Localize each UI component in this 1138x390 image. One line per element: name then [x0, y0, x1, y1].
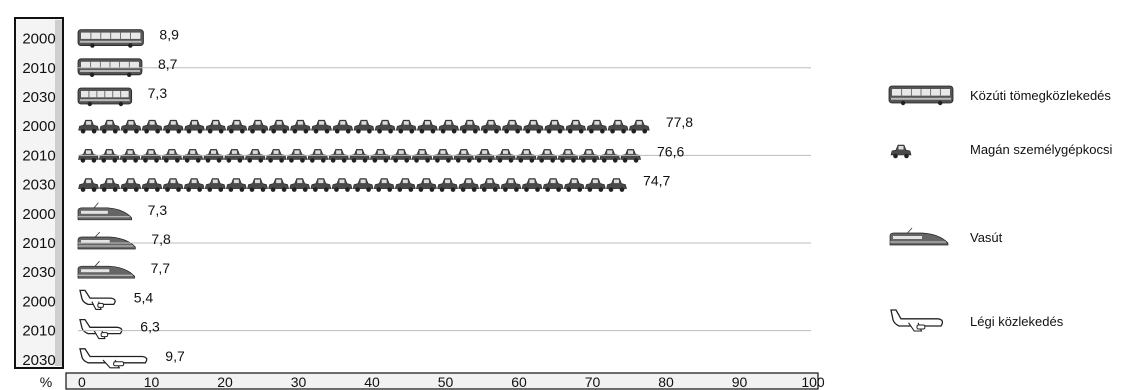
value-label: 8,7 — [158, 56, 178, 72]
year-label: 2010 — [22, 323, 55, 340]
year-label: 2010 — [22, 235, 55, 252]
bar-plane-2030 — [79, 348, 148, 369]
year-label: 2000 — [22, 206, 55, 223]
value-label: 7,3 — [148, 202, 168, 218]
legend-label: Légi közlekedés — [970, 314, 1064, 329]
legend-label: Közúti tömegközlekedés — [970, 88, 1111, 103]
value-label: 7,8 — [151, 231, 171, 247]
year-label: 2030 — [22, 177, 55, 194]
year-label: 2010 — [22, 60, 55, 77]
value-label: 5,4 — [134, 289, 154, 305]
bar-train-2010 — [77, 231, 136, 250]
year-label: 2000 — [22, 31, 55, 48]
axis-unit-label: % — [40, 374, 52, 390]
x-tick-label: 40 — [364, 374, 380, 390]
legend-item-plane: Légi közlekedés — [890, 309, 1064, 332]
legend-item-train: Vasút — [889, 227, 1003, 246]
bar-bus-2030 — [77, 87, 133, 107]
value-label: 74,7 — [643, 173, 670, 189]
bar-plane-2000 — [79, 289, 116, 310]
value-label: 8,9 — [159, 27, 179, 43]
legend-item-bus: Közúti tömegközlekedés — [888, 85, 1111, 106]
x-tick-label: 20 — [217, 374, 233, 390]
bar-bus-2000 — [77, 29, 144, 48]
year-label: 2030 — [22, 264, 55, 281]
year-label: 2000 — [22, 118, 55, 135]
x-tick-label: 10 — [144, 374, 160, 390]
bar-plane-2010 — [79, 318, 123, 340]
legend-label: Magán személygépkocsi — [970, 142, 1112, 157]
x-axis-box — [65, 372, 819, 390]
car-icon — [890, 144, 912, 159]
x-tick-label: 60 — [511, 374, 527, 390]
x-tick-label: 100 — [801, 374, 825, 390]
value-label: 6,3 — [140, 319, 160, 335]
year-column-shade — [55, 20, 62, 366]
year-label: 2030 — [22, 352, 55, 369]
bar-car-2030 — [78, 178, 627, 192]
bar-bus-2010 — [77, 58, 143, 78]
legend-item-car: Magán személygépkocsi — [890, 142, 1112, 159]
legend-label: Vasút — [970, 230, 1003, 245]
x-tick-label: 90 — [732, 374, 748, 390]
x-tick-label: 70 — [585, 374, 601, 390]
bar-train-2030 — [77, 260, 135, 279]
train-icon — [889, 227, 949, 246]
plane-icon — [890, 309, 944, 332]
value-label: 76,6 — [657, 143, 684, 159]
value-label: 7,3 — [148, 85, 168, 101]
value-label: 9,7 — [165, 348, 185, 364]
bar-train-2000 — [77, 202, 133, 221]
x-tick-label: 50 — [438, 374, 454, 390]
year-label: 2030 — [22, 89, 55, 106]
x-tick-label: 0 — [78, 374, 86, 390]
bar-car-2010 — [78, 149, 641, 163]
year-label: 2010 — [22, 147, 55, 164]
value-label: 77,8 — [666, 114, 693, 130]
x-tick-label: 30 — [291, 374, 307, 390]
value-label: 7,7 — [151, 260, 171, 276]
x-tick-label: 80 — [658, 374, 674, 390]
bar-car-2000 — [78, 119, 650, 134]
bus-icon — [888, 85, 954, 106]
year-label: 2000 — [22, 293, 55, 310]
